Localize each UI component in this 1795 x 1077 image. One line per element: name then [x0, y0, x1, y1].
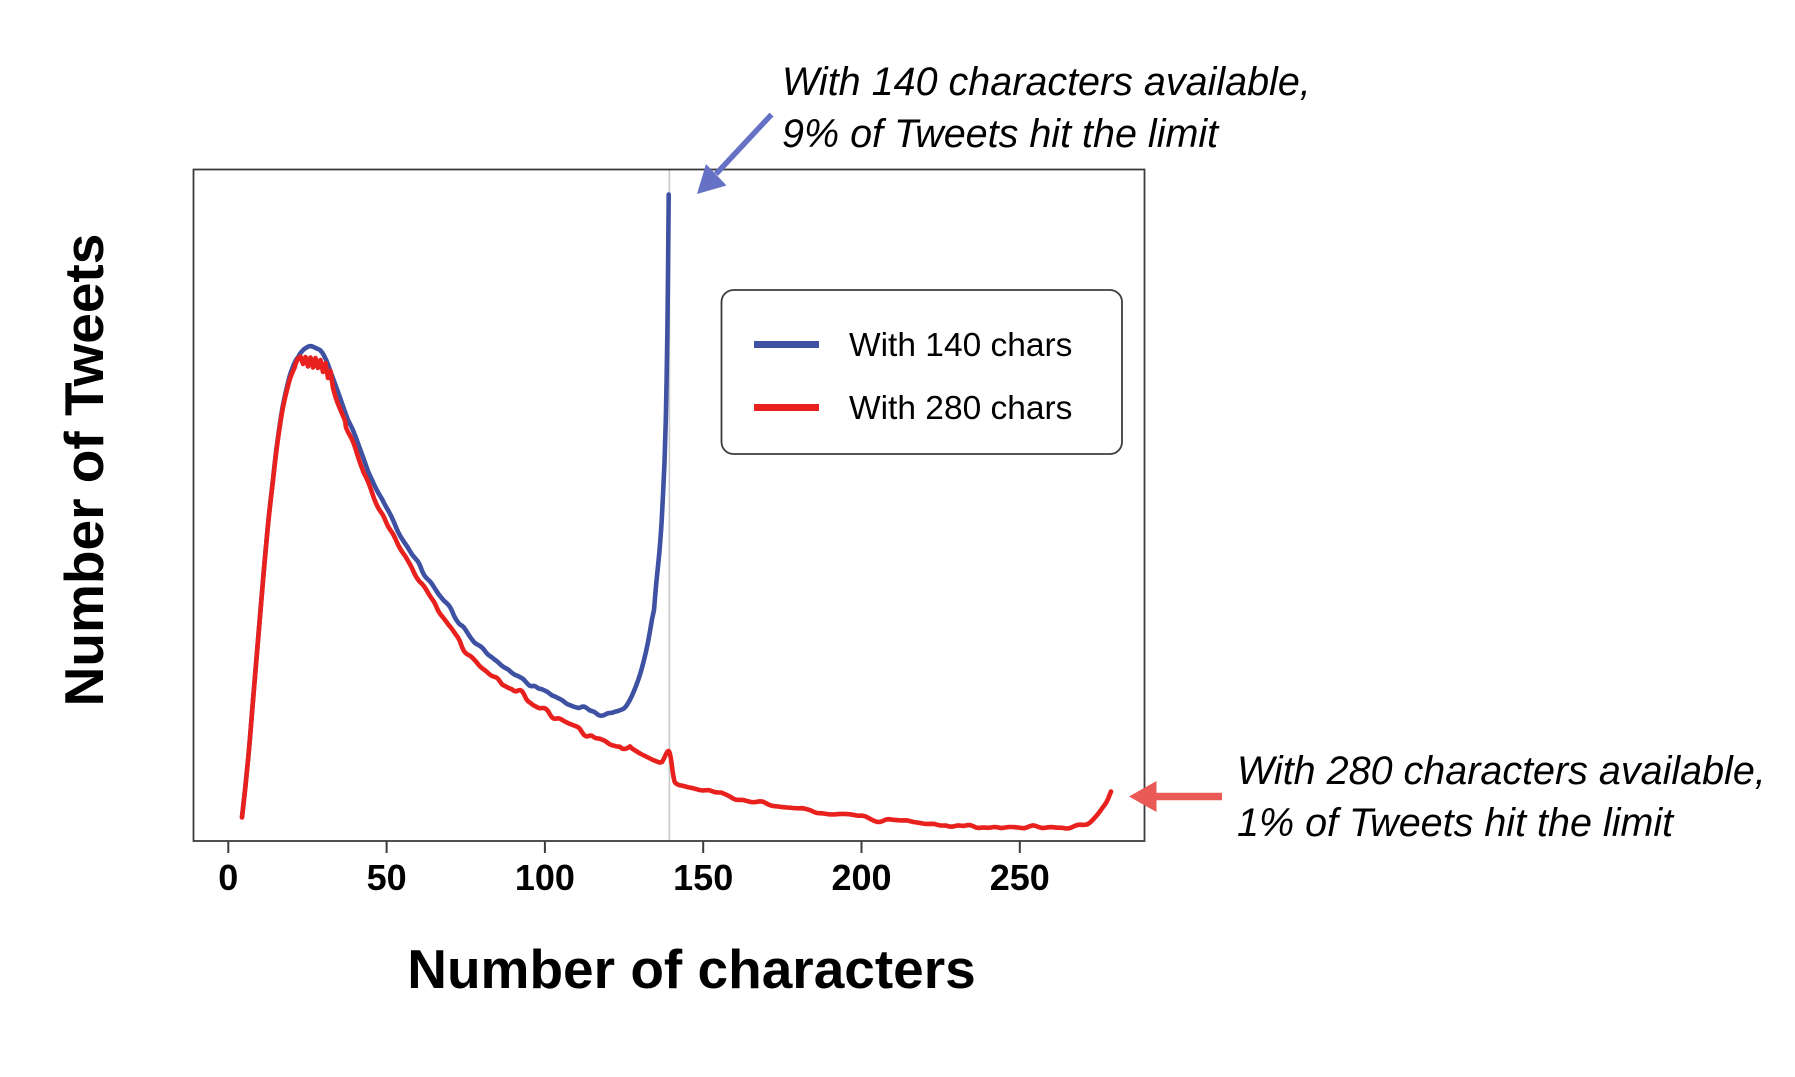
svg-text:Number of characters: Number of characters: [407, 938, 976, 1000]
svg-text:Number of Tweets: Number of Tweets: [53, 234, 115, 707]
svg-text:With 280 chars: With 280 chars: [849, 390, 1072, 427]
svg-text:200: 200: [831, 857, 891, 898]
svg-text:50: 50: [367, 857, 407, 898]
svg-text:250: 250: [990, 857, 1050, 898]
svg-text:150: 150: [673, 857, 733, 898]
svg-text:0: 0: [218, 857, 238, 898]
svg-text:9% of Tweets hit the limit: 9% of Tweets hit the limit: [782, 112, 1220, 156]
svg-text:With 280 characters available,: With 280 characters available,: [1237, 749, 1766, 793]
svg-text:1% of Tweets hit the limit: 1% of Tweets hit the limit: [1237, 801, 1675, 845]
svg-text:With 140 chars: With 140 chars: [849, 327, 1072, 364]
svg-text:100: 100: [515, 857, 575, 898]
svg-text:With 140 characters available,: With 140 characters available,: [782, 60, 1311, 104]
